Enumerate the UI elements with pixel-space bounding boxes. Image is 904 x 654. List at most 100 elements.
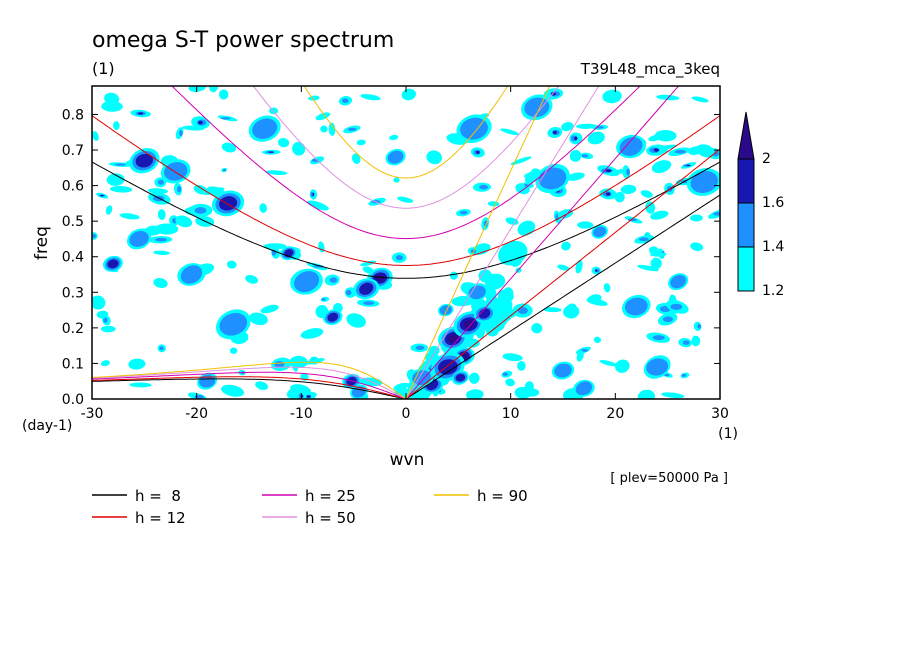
contour-patch <box>650 252 667 257</box>
contour-patch <box>321 298 326 301</box>
contour-patch <box>260 304 279 314</box>
contour-patch <box>312 192 315 196</box>
contour-blob <box>294 271 320 293</box>
contour-patch <box>147 188 169 194</box>
contour-patch <box>650 210 669 220</box>
y-tick-label: 0.2 <box>62 321 84 337</box>
contour-patch <box>517 307 528 315</box>
x-tick-label: -20 <box>185 406 208 422</box>
colorbar-label: 1.2 <box>762 283 784 299</box>
legend-label: h = 25 <box>305 487 356 505</box>
contour-blob <box>448 334 459 343</box>
contour-patch <box>106 173 125 186</box>
contour-patch <box>626 168 631 176</box>
contour-patch <box>599 360 617 367</box>
contour-patch <box>360 260 377 267</box>
contour-patch <box>128 358 146 370</box>
contour-patch <box>498 309 506 319</box>
contour-blob <box>478 308 491 319</box>
contour-patch <box>605 192 611 196</box>
kelvin-wave-curve <box>405 194 720 399</box>
contour-patch <box>479 184 489 190</box>
kelvin-wave-curve <box>405 86 600 399</box>
contour-patch <box>363 301 375 305</box>
contour-patch <box>194 207 207 214</box>
contour-patch <box>682 340 690 345</box>
contour-blob <box>180 265 203 284</box>
contour-blob <box>387 150 404 164</box>
x-axis-unit: (1) <box>718 426 738 442</box>
contour-patch <box>263 243 287 250</box>
contour-blob <box>646 358 669 376</box>
contour-patch <box>468 372 480 384</box>
contour-patch <box>304 358 325 365</box>
chart-title: omega S-T power spectrum <box>92 28 394 53</box>
contour-patch <box>315 112 331 121</box>
contour-patch <box>449 271 458 280</box>
inertia-gravity-curve <box>171 86 641 240</box>
contour-patch <box>119 213 140 220</box>
contour-patch <box>476 150 480 154</box>
contour-patch <box>401 88 416 101</box>
plot-area <box>92 86 720 399</box>
contour-patch <box>620 184 637 194</box>
contour-patch <box>500 128 520 136</box>
legend: h = 8 h = 12 h = 25 h = 50 h = 90 <box>92 487 528 527</box>
contour-patch <box>603 283 611 293</box>
contour-patch <box>318 241 325 253</box>
y-tick-label: 0.1 <box>62 356 84 372</box>
plot-frame <box>91 85 721 400</box>
curve-h-90 <box>92 86 551 399</box>
contour-blob <box>460 117 488 140</box>
contour-blob <box>468 285 486 300</box>
contour-patch <box>517 361 526 371</box>
contour-patch <box>459 210 468 215</box>
contour-patch <box>259 203 267 213</box>
contour-patch <box>670 303 683 310</box>
contour-patch <box>576 123 598 129</box>
contour-patch <box>179 130 183 137</box>
contour-patch <box>569 149 582 162</box>
contour-blob <box>593 226 607 238</box>
contour-patch <box>300 328 324 339</box>
contour-patch <box>265 170 288 175</box>
contour-patch <box>466 389 484 399</box>
colorbar-extend-triangle <box>737 111 755 160</box>
contour-patch <box>576 350 584 362</box>
contour-patch <box>561 241 571 251</box>
contour-patch <box>691 96 709 103</box>
contour-patch <box>690 214 703 222</box>
contour-patch <box>605 169 612 173</box>
x-tick-label: -30 <box>81 406 104 422</box>
rossby-wave-curve <box>92 371 407 399</box>
contour-blob <box>463 319 475 329</box>
contour-patch <box>220 117 231 120</box>
contour-patch <box>502 353 523 362</box>
contour-patch <box>101 100 123 112</box>
legend-label: h = 12 <box>135 509 186 527</box>
y-tick-label: 0.6 <box>62 179 84 195</box>
contour-patch <box>649 246 659 255</box>
contour-patch <box>345 289 352 296</box>
contour-patch <box>662 316 673 323</box>
contour-blob <box>438 359 458 375</box>
contour-patch <box>255 381 269 390</box>
contour-patch <box>113 121 120 131</box>
contour-blob <box>327 312 339 322</box>
contour-patch <box>615 359 630 373</box>
contour-patch <box>543 307 562 313</box>
contour-patch <box>397 196 414 203</box>
contour-patch <box>307 200 329 211</box>
contour-patch <box>100 325 116 333</box>
x-tick-label: 10 <box>502 406 520 422</box>
inertia-gravity-curve <box>303 86 509 179</box>
y-tick-label: 0.4 <box>62 250 84 266</box>
contour-patch <box>274 361 285 368</box>
contour-patch <box>194 395 205 399</box>
inertia-gravity-curve <box>92 161 720 279</box>
colorbar-label: 1.4 <box>762 239 784 255</box>
contour-patch <box>341 98 349 104</box>
contour-patch <box>505 217 519 225</box>
contour-patch <box>245 274 259 284</box>
contour-patch <box>229 347 238 354</box>
